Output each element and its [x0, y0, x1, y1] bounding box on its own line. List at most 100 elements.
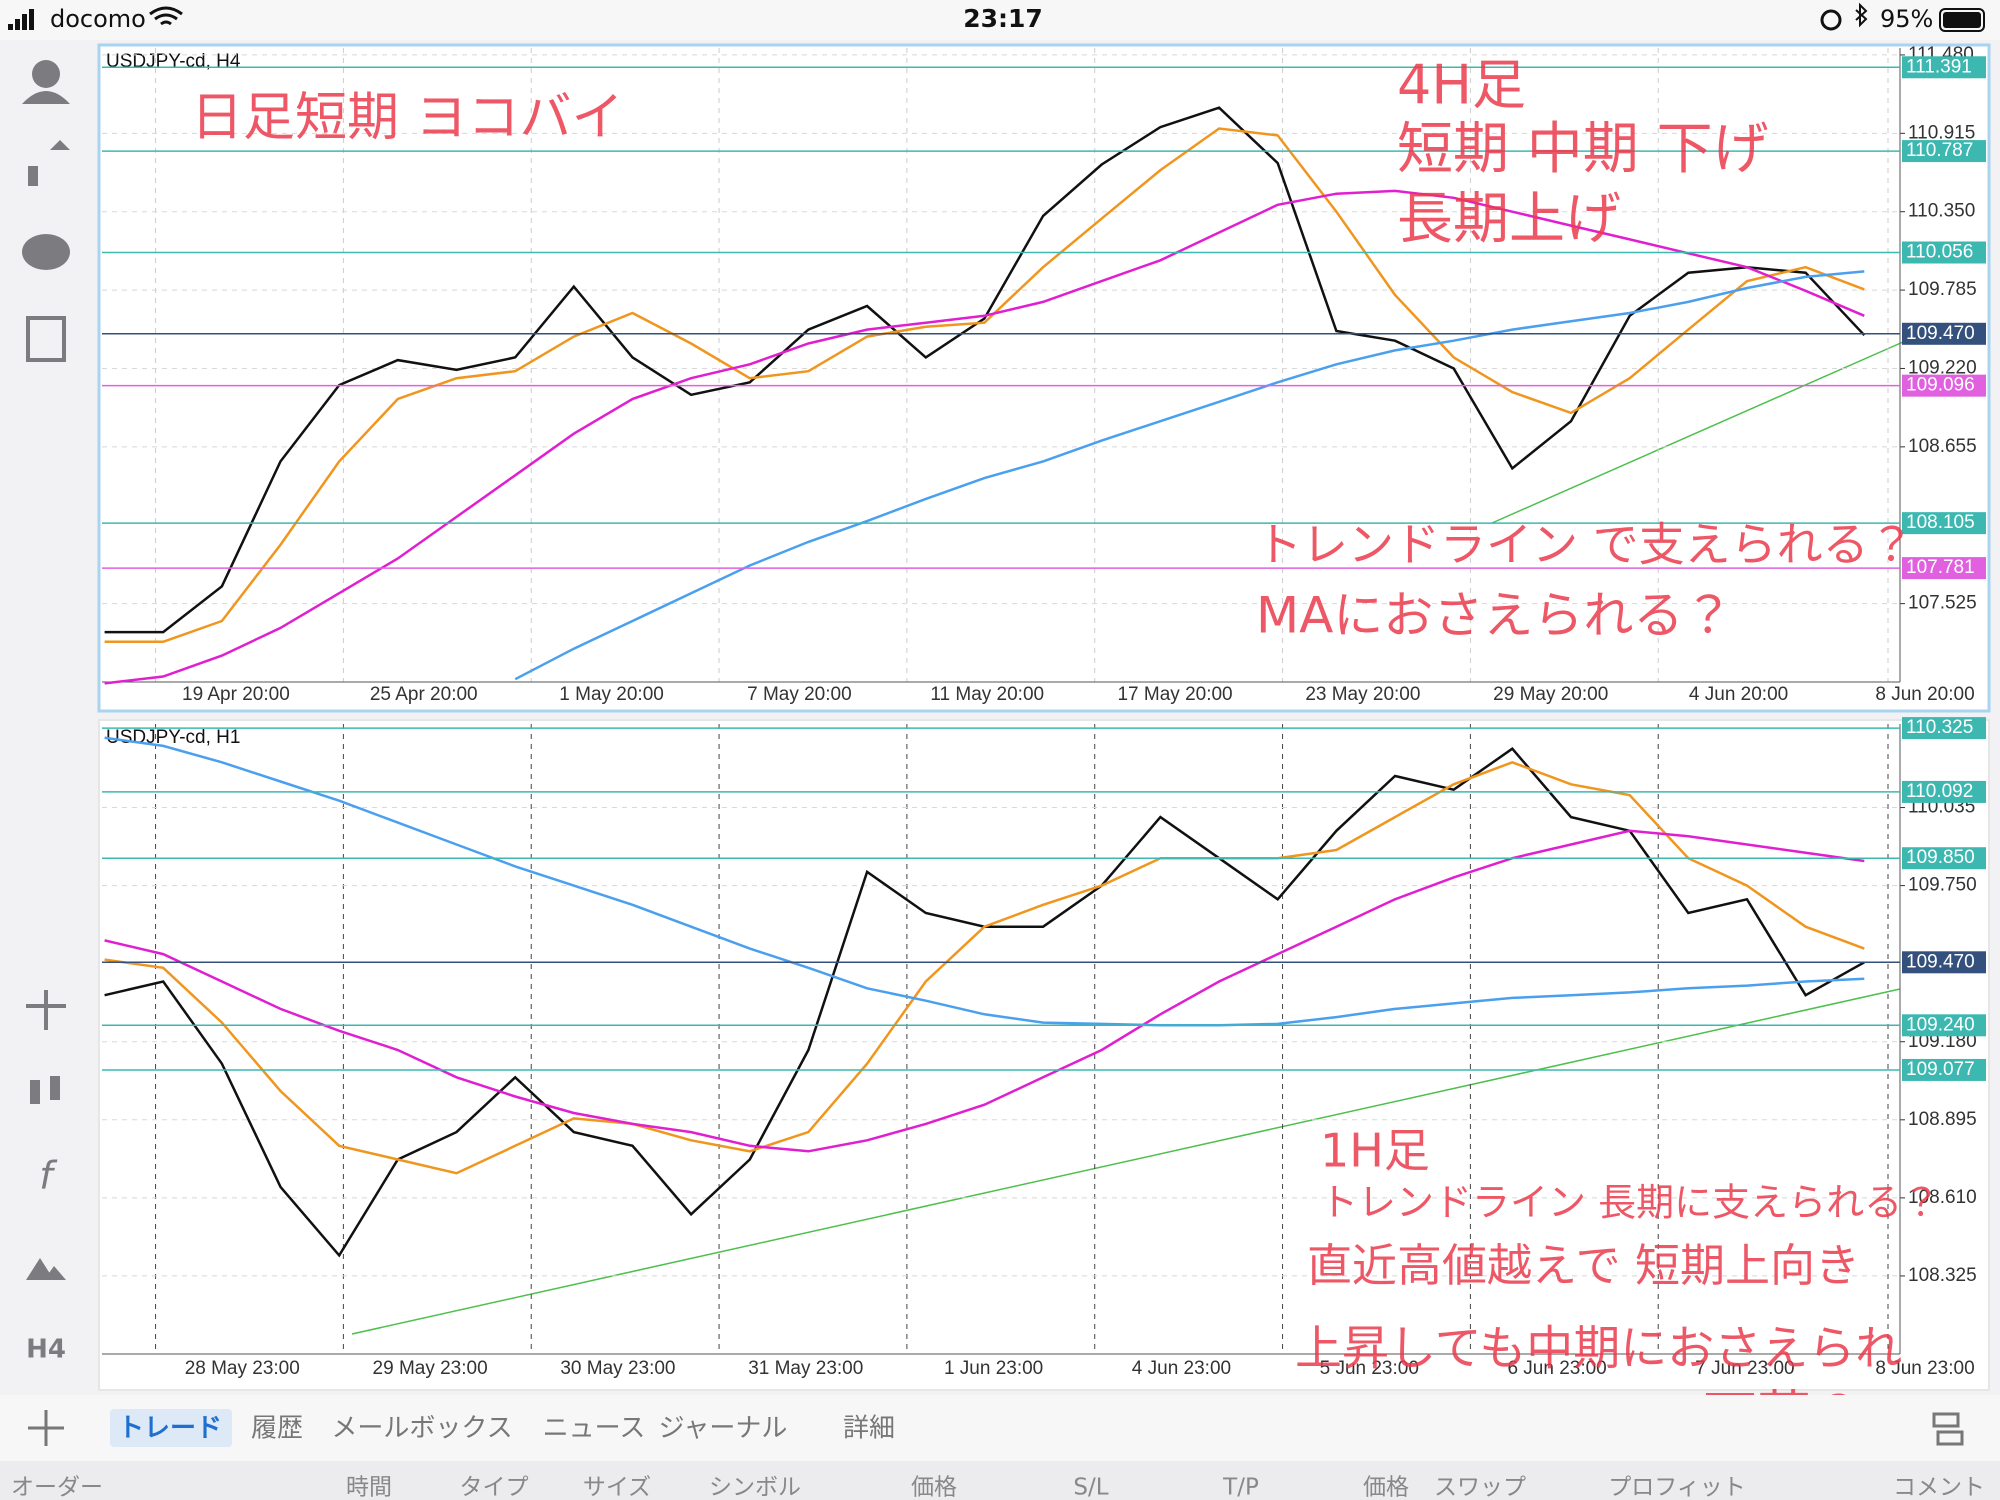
tab[interactable]: ジャーナル [659, 1414, 788, 1444]
annotation: 長期上げ [1397, 187, 1621, 252]
column-header-label: オーダー [11, 1475, 103, 1500]
tab[interactable]: トレード [118, 1414, 222, 1444]
series-line [104, 829, 1865, 1153]
battery-level: 95% [1880, 5, 1933, 33]
columns: オーダー 時間 タイプ サイズ シンボル 価格 S/L T/P 価格 スワップ プロフィット コメント [11, 1475, 1985, 1500]
timeframe-button[interactable]: H4 [26, 1335, 66, 1365]
price-level-box [1902, 847, 1986, 870]
series-line [104, 760, 1865, 1175]
price-level-box [1902, 56, 1986, 79]
plots: USDJPY-cd, H4 19 Apr 20:00 25 Apr 20:00 1 M… [102, 44, 1986, 1379]
column-header-label: 価格 [911, 1475, 957, 1500]
x-tick-label: 19 Apr 20:00 [182, 684, 290, 705]
x-tick-label: 4 Jun 23:00 [1132, 1358, 1231, 1379]
trade-icon[interactable] [28, 140, 70, 186]
price-level-box [1902, 140, 1986, 163]
new-order-icon[interactable] [26, 316, 66, 362]
y-tick-label: 110.350 [1908, 201, 1975, 222]
objects-icon[interactable] [26, 1258, 66, 1280]
y-tick-label: 108.655 [1908, 436, 1977, 457]
price-level-label: 109.077 [1906, 1059, 1975, 1080]
x-tick-label: 17 May 20:00 [1117, 684, 1232, 705]
x-tick-label: 25 Apr 20:00 [370, 684, 478, 705]
x-tick-label: 1 Jun 23:00 [944, 1358, 1043, 1379]
status-bar [0, 0, 2000, 40]
annotation: 短期 中期 下げ [1397, 117, 1769, 182]
chat-icon[interactable] [22, 234, 70, 270]
x-tick-label: 28 May 23:00 [185, 1358, 300, 1379]
x-tick-label: 23 May 20:00 [1305, 684, 1420, 705]
price-level-box [1902, 1014, 1986, 1037]
price-level-label: 110.092 [1906, 781, 1973, 802]
add-button[interactable] [28, 1410, 64, 1446]
y-tick-label: 108.610 [1908, 1187, 1977, 1208]
column-header-label: サイズ [583, 1475, 651, 1500]
carrier: docomo [50, 5, 146, 33]
annotation: トレンドライン で支えられる？ [1256, 518, 1915, 572]
column-header-label: S/L [1073, 1475, 1108, 1500]
series-line [104, 106, 1866, 634]
x-tick-label: 29 May 20:00 [1493, 684, 1608, 705]
y-tick-label: 110.915 [1908, 122, 1975, 143]
annotation: 4H足 [1397, 54, 1526, 117]
battery-icon [1939, 8, 1985, 32]
price-level-label: 111.391 [1906, 56, 1972, 77]
x-tick-label: 5 Jun 23:00 [1320, 1358, 1419, 1379]
tab[interactable]: 詳細 [843, 1414, 895, 1444]
price-level-label: 107.781 [1906, 557, 1975, 578]
series-line [104, 736, 1865, 1027]
x-tick-label: 30 May 23:00 [560, 1358, 675, 1379]
annotation: トレンドライン 長期に支えられる？ [1320, 1181, 1940, 1225]
chart-title: USDJPY-cd, H1 [106, 727, 240, 748]
series-line [104, 189, 1865, 685]
column-header-label: スワップ [1434, 1475, 1526, 1500]
wifi-icon [149, 6, 183, 26]
battery-fill [1943, 12, 1981, 28]
price-level-box [1902, 951, 1986, 974]
tab[interactable]: ニュース [543, 1414, 646, 1444]
tab-bar [0, 1395, 2000, 1461]
layout-button[interactable] [1932, 1412, 1964, 1446]
y-tick-label: 109.785 [1908, 279, 1977, 300]
price-level-box [1902, 1058, 1986, 1081]
tabs: トレード 履歴 メールボックス ニュース ジャーナル 詳細 [118, 1414, 895, 1444]
chart-panel[interactable] [98, 719, 1990, 1391]
account-icon-body [22, 91, 70, 104]
x-tick-label: 8 Jun 23:00 [1875, 1358, 1974, 1379]
active-tab-bg [110, 1409, 232, 1447]
x-tick-label: 29 May 23:00 [373, 1358, 488, 1379]
column-header-label: シンボル [709, 1475, 801, 1500]
x-tick-label: 8 Jun 20:00 [1875, 684, 1974, 705]
tab[interactable]: メールボックス [331, 1414, 512, 1444]
annotation: 1H足 [1320, 1124, 1430, 1178]
trendline [1491, 341, 1904, 524]
price-level-label: 109.470 [1906, 951, 1975, 972]
series-line [104, 127, 1865, 644]
x-tick-label: 11 May 20:00 [930, 684, 1044, 705]
column-header-label: T/P [1222, 1475, 1259, 1500]
y-tick-label: 109.220 [1908, 357, 1977, 378]
column-header-label: 時間 [346, 1475, 392, 1500]
trendline [351, 988, 1901, 1335]
annotation: 上昇しても中期におさえられ [1295, 1322, 1902, 1377]
tab[interactable]: 履歴 [251, 1414, 303, 1444]
column-header-label: 価格 [1363, 1475, 1409, 1500]
x-tick-label: 4 Jun 20:00 [1689, 684, 1788, 705]
price-level-label: 110.325 [1906, 717, 1973, 738]
account-icon[interactable] [32, 60, 60, 88]
x-tick-label: 31 May 23:00 [748, 1358, 863, 1379]
price-level-box [1902, 512, 1986, 535]
price-level-label: 108.105 [1906, 512, 1975, 533]
series-line [514, 270, 1865, 681]
x-tick-label: 7 May 20:00 [747, 684, 852, 705]
chart-type-icon[interactable] [30, 1080, 40, 1104]
chart-panel[interactable] [97, 43, 1991, 713]
price-level-label: 109.470 [1906, 323, 1975, 344]
price-level-label: 109.096 [1906, 375, 1975, 396]
crosshair-icon[interactable] [26, 990, 66, 1030]
price-level-label: 110.056 [1906, 242, 1973, 263]
chart-title: USDJPY-cd, H4 [106, 51, 241, 72]
price-level-box [1902, 374, 1986, 397]
